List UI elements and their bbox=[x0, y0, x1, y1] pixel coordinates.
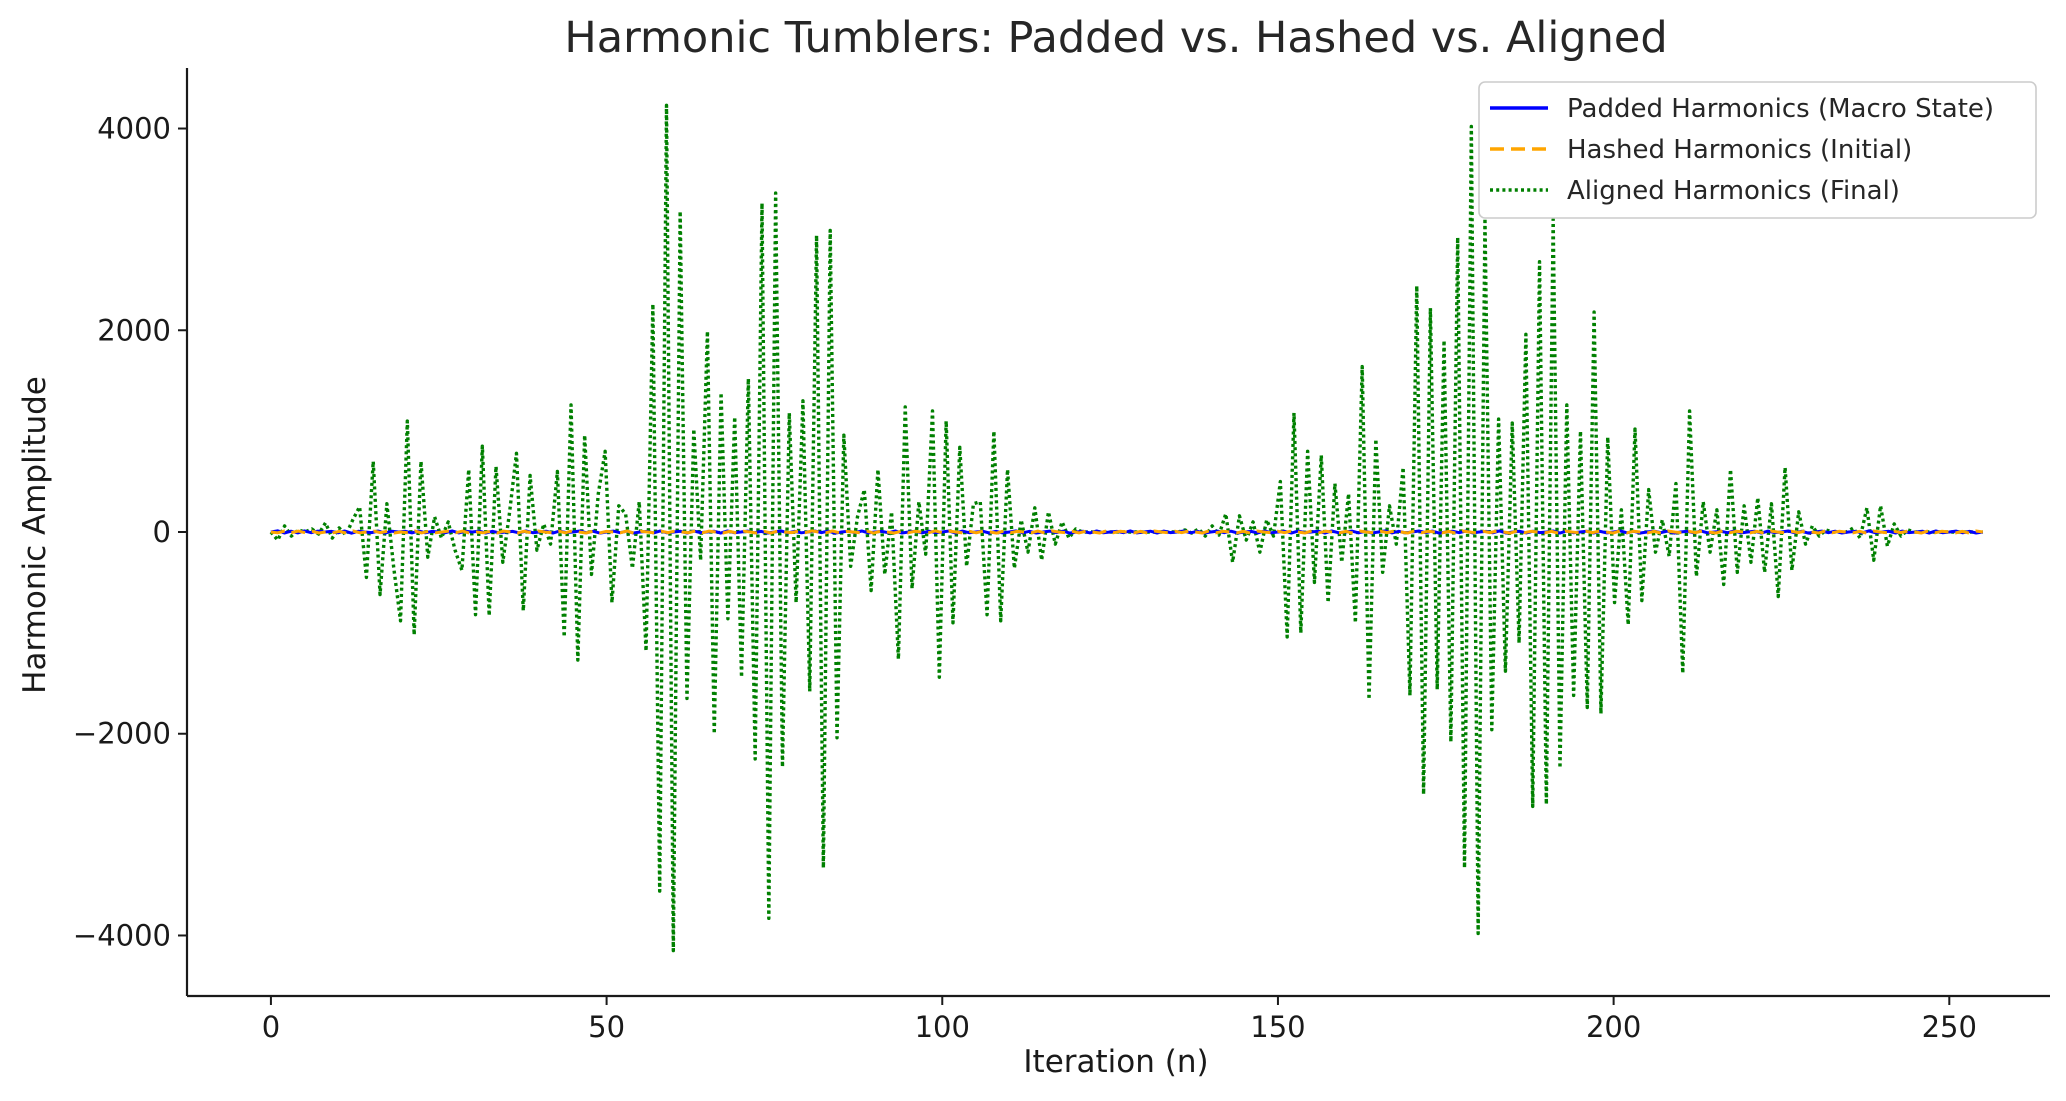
x-tick-label: 100 bbox=[915, 1010, 970, 1044]
x-axis-label: Iteration (n) bbox=[1023, 1044, 1208, 1080]
plot-lines bbox=[269, 103, 1984, 953]
y-tick-label: −4000 bbox=[73, 918, 171, 952]
x-tick-label: 150 bbox=[1250, 1010, 1305, 1044]
y-tick-label: 2000 bbox=[97, 313, 171, 347]
y-tick-label: 4000 bbox=[97, 112, 171, 146]
x-tick-label: 200 bbox=[1586, 1010, 1641, 1044]
legend-box bbox=[1478, 81, 2037, 219]
legend-label: Hashed Harmonics (Initial) bbox=[1567, 135, 1912, 165]
legend-label: Aligned Harmonics (Final) bbox=[1567, 176, 1900, 206]
x-ticks: 0 50 100 150 200 250 bbox=[262, 996, 1977, 1044]
series-line-2 bbox=[270, 529, 1984, 535]
series-line-3 bbox=[269, 103, 1983, 953]
legend: Padded Harmonics (Macro State) Hashed Har… bbox=[1478, 81, 2037, 219]
x-tick-label: 50 bbox=[588, 1010, 625, 1044]
y-tick-label: 0 bbox=[153, 515, 171, 549]
legend-label: Padded Harmonics (Macro State) bbox=[1567, 94, 1994, 124]
chart-title: Harmonic Tumblers: Padded vs. Hashed vs.… bbox=[564, 13, 1667, 63]
x-tick-label: 0 bbox=[262, 1010, 280, 1044]
y-tick-label: −2000 bbox=[73, 717, 171, 751]
x-tick-label: 250 bbox=[1922, 1010, 1977, 1044]
y-axis-label: Harmonic Amplitude bbox=[17, 376, 53, 694]
y-ticks: −4000 −2000 0 2000 4000 bbox=[73, 112, 187, 952]
